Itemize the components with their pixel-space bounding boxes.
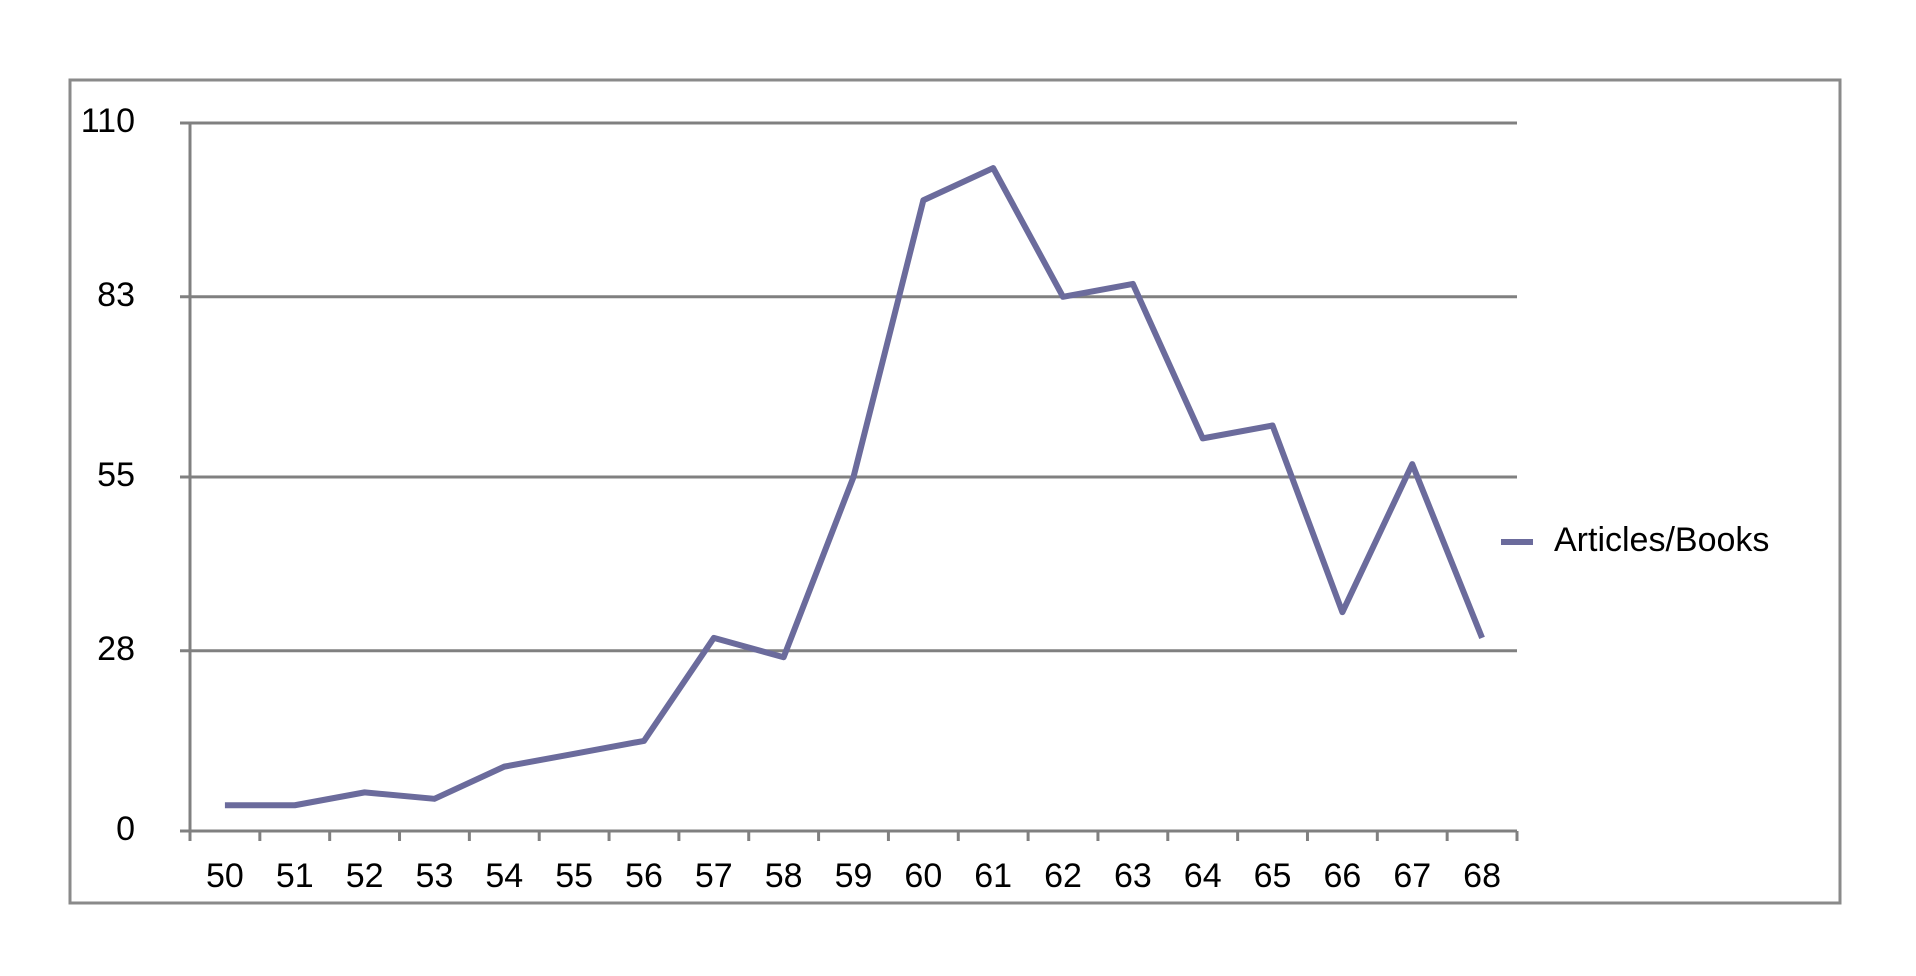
x-tick-label: 53 (416, 857, 454, 895)
y-tick-label: 110 (81, 102, 135, 140)
x-tick-label: 60 (904, 857, 942, 895)
x-tick-label: 68 (1463, 857, 1501, 895)
x-tick-label: 61 (974, 857, 1012, 895)
y-tick-label: 55 (97, 456, 135, 494)
x-tick-label: 67 (1393, 857, 1431, 895)
legend-label: Articles/Books (1554, 521, 1769, 559)
x-tick-label: 52 (346, 857, 384, 895)
chart-frame (68, 78, 1842, 905)
y-tick-label: 0 (116, 810, 135, 848)
x-tick-label: 66 (1323, 857, 1361, 895)
y-tick-label: 28 (97, 630, 135, 668)
x-tick-label: 58 (765, 857, 803, 895)
x-tick-label: 50 (206, 857, 244, 895)
series-line (224, 165, 1485, 809)
x-tick-label: 65 (1254, 857, 1292, 895)
x-tick-label: 63 (1114, 857, 1152, 895)
x-tick-label: 51 (276, 857, 314, 895)
x-tick-label: 59 (835, 857, 873, 895)
x-tick-label: 56 (625, 857, 663, 895)
x-tick-label: 54 (485, 857, 523, 895)
x-tick-label: 64 (1184, 857, 1222, 895)
y-tick-label: 83 (97, 276, 135, 314)
x-tick-label: 55 (555, 857, 593, 895)
x-tick-label: 62 (1044, 857, 1082, 895)
x-tick-label: 57 (695, 857, 733, 895)
